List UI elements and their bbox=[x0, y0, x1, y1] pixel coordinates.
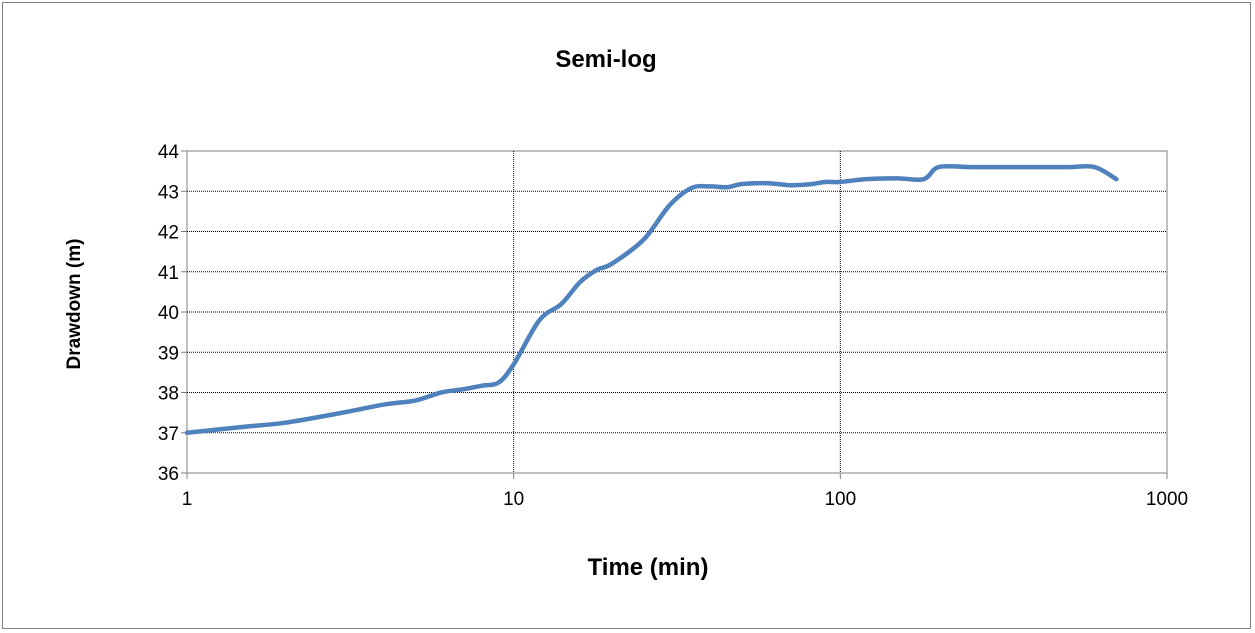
y-tick-label: 44 bbox=[158, 142, 180, 163]
x-tick-label: 1000 bbox=[1146, 489, 1188, 510]
y-tick-label: 42 bbox=[158, 223, 179, 244]
y-tick-label: 36 bbox=[158, 464, 179, 485]
x-tick-label: 10 bbox=[503, 489, 524, 510]
chart-title: Semi-log bbox=[555, 46, 656, 73]
x-tick-label: 100 bbox=[824, 489, 856, 510]
y-axis-title: Drawdown (m) bbox=[64, 239, 85, 370]
y-tick-label: 38 bbox=[158, 384, 179, 405]
tick-label-layer: 36 37 38 39 40 41 42 43 44 1 10 100 1000 bbox=[158, 142, 1188, 510]
y-tick-label: 40 bbox=[158, 303, 179, 324]
x-axis-title: Time (min) bbox=[588, 554, 709, 581]
y-tick-label: 41 bbox=[158, 263, 179, 284]
drawdown-series-line bbox=[184, 163, 1119, 435]
chart-canvas: Semi-log 36 37 38 39 40 41 42 43 44 1 10 100 1000 Ti… bbox=[64, 46, 1188, 581]
grid-layer bbox=[187, 151, 1167, 473]
y-tick-label: 37 bbox=[158, 424, 179, 445]
y-tick-label: 39 bbox=[158, 343, 179, 364]
y-tick-label: 43 bbox=[158, 182, 179, 203]
x-tick-label: 1 bbox=[182, 489, 193, 510]
